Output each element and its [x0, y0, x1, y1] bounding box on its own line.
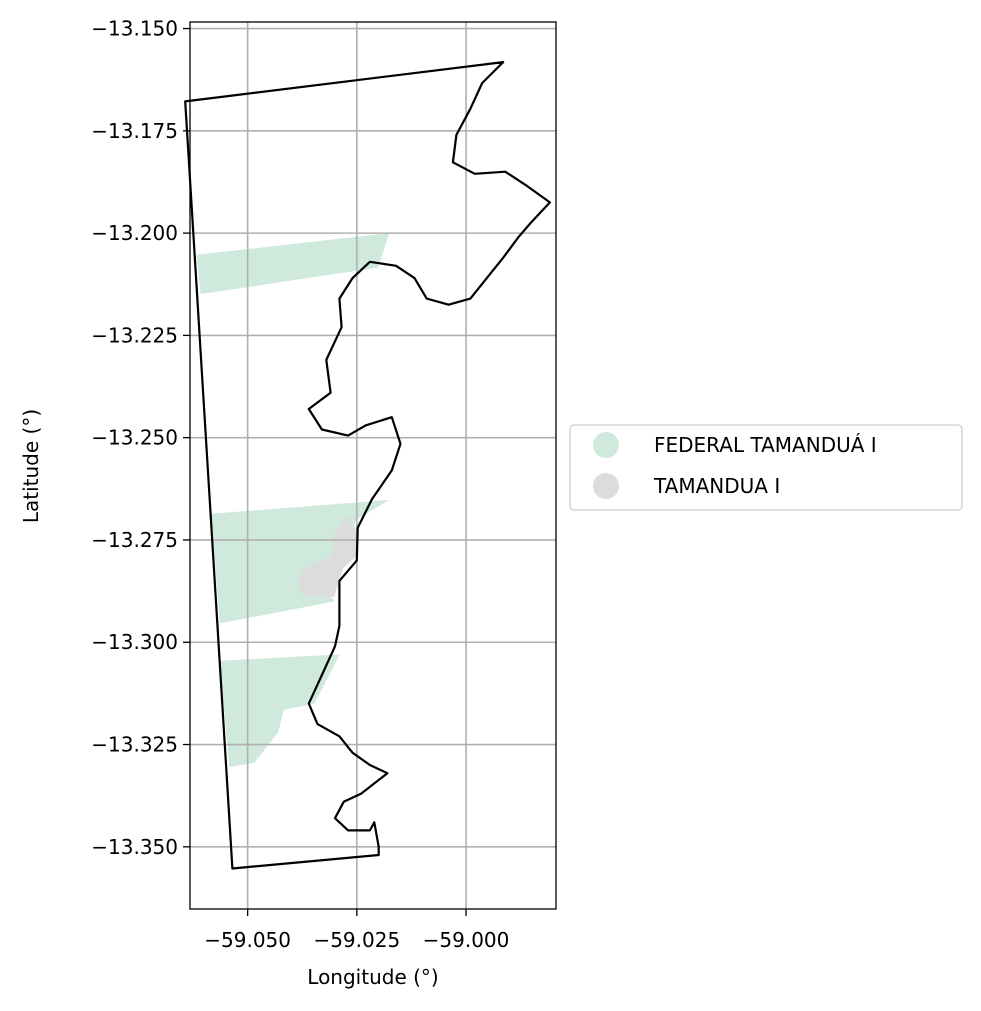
- y-tick-label: −13.350: [91, 835, 178, 859]
- fill-layer: [196, 233, 390, 767]
- y-tick-label: −13.175: [91, 119, 178, 143]
- grid-layer: [190, 22, 556, 909]
- x-axis-label: Longitude (°): [307, 965, 438, 989]
- y-tick-label: −13.275: [91, 528, 178, 552]
- y-tick-label: −13.150: [91, 17, 178, 41]
- area-tamandua-i-1: [296, 515, 358, 598]
- legend: FEDERAL TAMANDUÁ I TAMANDUA I: [569, 424, 963, 511]
- x-tick-label: −59.000: [423, 928, 510, 952]
- y-tick-label: −13.325: [91, 733, 178, 757]
- y-tick-label: −13.250: [91, 426, 178, 450]
- x-tick-label: −59.050: [204, 928, 291, 952]
- legend-frame: [569, 424, 963, 511]
- legend-marker-federal-tamandua: [593, 432, 619, 458]
- y-tick-label: −13.200: [91, 221, 178, 245]
- area-federal-tamandua-i-1: [196, 233, 390, 295]
- boundary-outline: [184, 60, 552, 870]
- y-axis-label: Latitude (°): [19, 409, 43, 523]
- legend-label-tamandua: TAMANDUA I: [653, 474, 780, 498]
- x-tick-label: −59.025: [313, 928, 400, 952]
- y-tick-label: −13.300: [91, 630, 178, 654]
- y-tick-label: −13.225: [91, 323, 178, 347]
- outline-layer: [184, 60, 552, 870]
- tick-layer: −59.050 −59.025 −59.000 −13.150 −13.175 −13.2…: [91, 17, 509, 952]
- legend-marker-tamandua: [593, 473, 619, 499]
- area-federal-tamandua-i-3: [219, 654, 340, 767]
- legend-label-federal-tamandua: FEDERAL TAMANDUÁ I: [654, 433, 877, 457]
- plot-frame: [189, 21, 557, 910]
